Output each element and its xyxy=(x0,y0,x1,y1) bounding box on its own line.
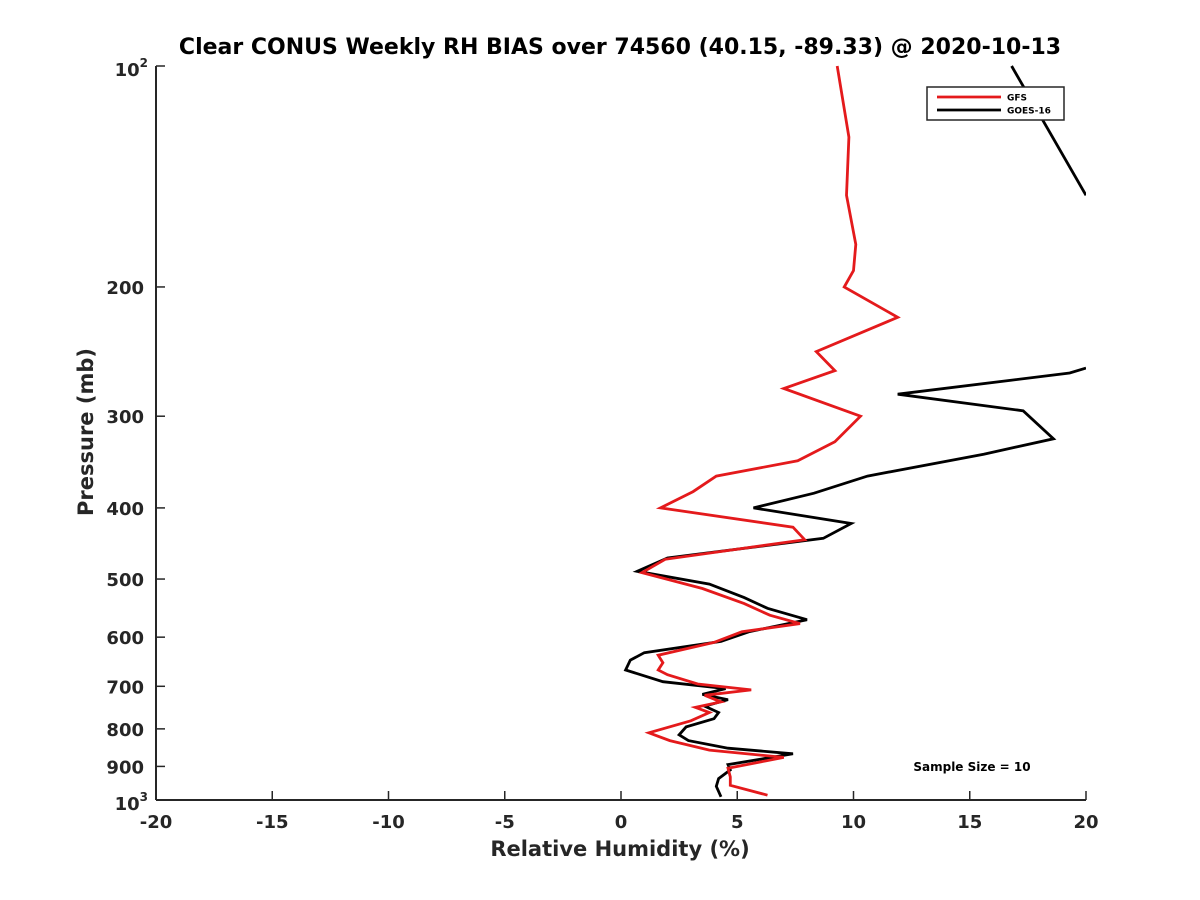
y-tick-label: 900 xyxy=(106,757,144,778)
y-tick-label: 200 xyxy=(106,278,144,299)
legend-box xyxy=(926,86,1065,121)
y-tick-label: 500 xyxy=(106,570,144,591)
legend: GFS GOES-16 xyxy=(926,86,1065,121)
y-tick-label: 102 xyxy=(115,56,148,81)
x-tick-label: 15 xyxy=(957,812,982,833)
y-tick-label: 400 xyxy=(106,499,144,520)
y-tick-label: 700 xyxy=(106,677,144,698)
series-line-gfs xyxy=(638,65,901,797)
x-tick-label: -20 xyxy=(140,812,173,833)
x-tick-label: -5 xyxy=(495,812,515,833)
x-axis-label: Relative Humidity (%) xyxy=(490,837,749,861)
x-tick-label: 20 xyxy=(1073,812,1098,833)
y-axis-label: Pressure (mb) xyxy=(74,348,98,516)
x-tick-label: -15 xyxy=(256,812,289,833)
x-tick-label: 0 xyxy=(615,812,628,833)
chart-title: Clear CONUS Weekly RH BIAS over 74560 (4… xyxy=(179,35,1061,60)
series-line-goes-16 xyxy=(623,366,1086,798)
legend-label: GFS xyxy=(1007,94,1027,104)
y-tick-label: 800 xyxy=(106,720,144,741)
sample-size-annotation: Sample Size = 10 xyxy=(913,760,1030,774)
y-tick-label: 300 xyxy=(106,407,144,428)
y-tick-label: 103 xyxy=(115,790,148,815)
x-tick-label: 5 xyxy=(731,812,744,833)
legend-label: GOES-16 xyxy=(1007,107,1051,117)
x-tick-label: -10 xyxy=(372,812,405,833)
axes: -20 -15 -10 -5 0 5 10 15 20 102 200 300 400 500 600 700… xyxy=(106,56,1098,833)
x-tick-label: 10 xyxy=(841,812,866,833)
y-tick-label: 600 xyxy=(106,628,144,649)
